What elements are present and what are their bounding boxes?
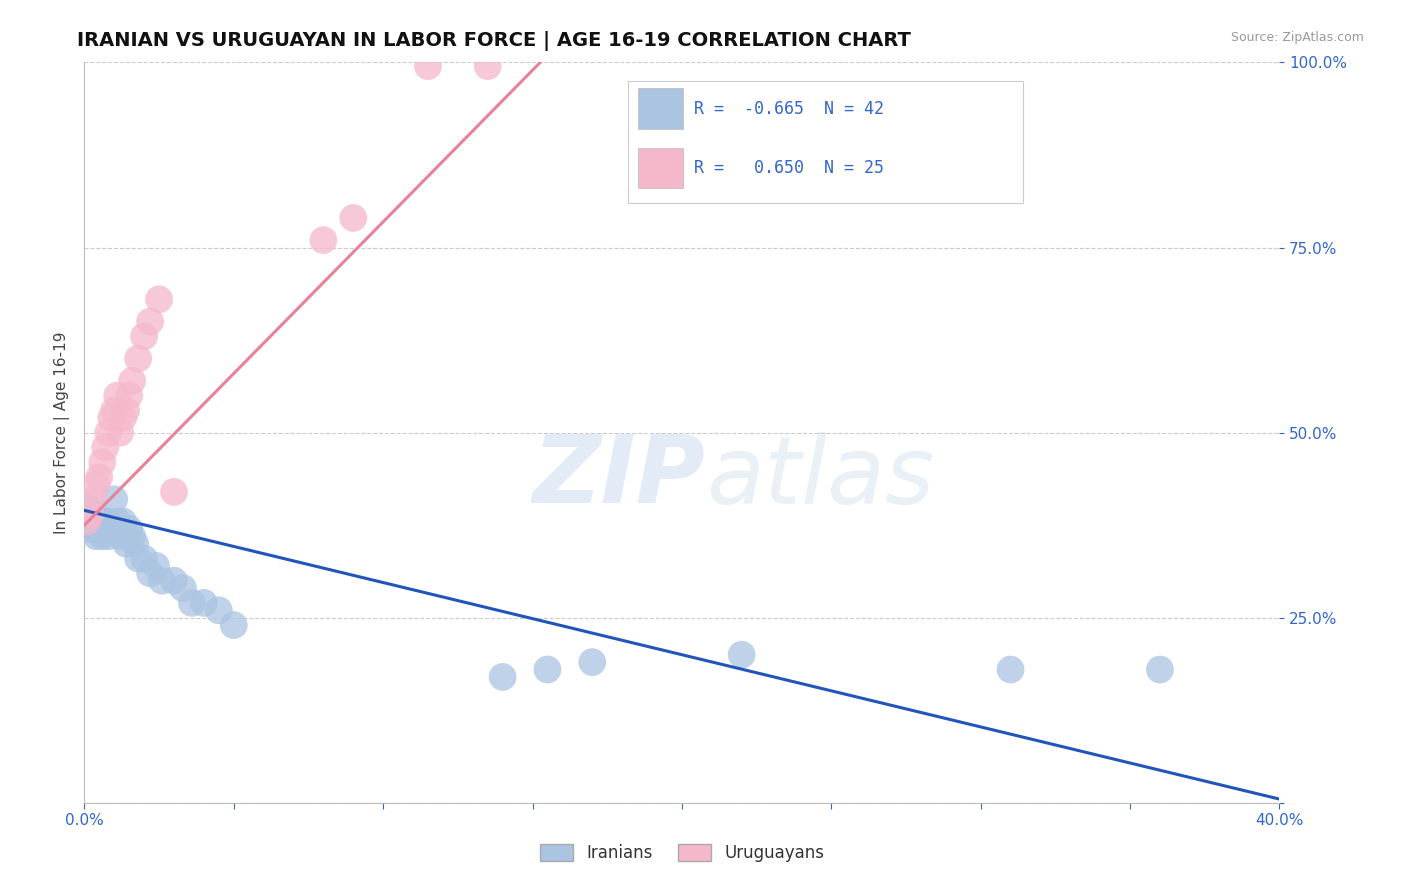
Point (79, 507, 101, 521)
Point (103, 403, 125, 417)
Point (222, 618, 245, 632)
Point (132, 551, 156, 566)
Point (139, 314, 162, 328)
Point (76, 500, 98, 514)
Point (118, 522, 141, 536)
Point (139, 566, 162, 581)
Text: ZIP: ZIP (533, 431, 706, 523)
Point (86, 477, 108, 491)
Point (148, 293, 170, 307)
Point (112, 410, 135, 425)
Point (105, 515, 128, 529)
Text: Source: ZipAtlas.com: Source: ZipAtlas.com (1230, 31, 1364, 45)
Point (121, 529, 143, 543)
Point (103, 522, 125, 536)
Point (94, 522, 117, 536)
Bar (638, 88, 683, 129)
Point (536, 663, 558, 677)
Point (76, 515, 98, 529)
Point (124, 536, 146, 550)
Point (163, 574, 186, 588)
Point (89, 470, 111, 484)
Point (172, 581, 194, 595)
Point (132, 329, 156, 343)
Point (208, 603, 231, 617)
Point (94, 515, 117, 529)
Point (731, 648, 754, 662)
Point (105, 388, 128, 402)
Point (89, 515, 111, 529)
Point (193, 596, 215, 610)
Point (110, 529, 132, 543)
Point (82, 507, 104, 521)
Point (94, 441, 117, 455)
Point (342, 211, 364, 225)
Point (82, 492, 104, 507)
Point (312, 233, 335, 247)
Point (86, 529, 108, 543)
Point (103, 492, 125, 507)
Legend: Iranians, Uruguayans: Iranians, Uruguayans (533, 837, 831, 869)
Point (115, 403, 138, 417)
Point (91, 529, 114, 543)
Point (97, 425, 120, 440)
Point (416, 59, 439, 73)
Point (181, 596, 204, 610)
Point (79, 522, 101, 536)
Point (121, 374, 143, 388)
Point (110, 425, 132, 440)
Point (115, 536, 138, 550)
Point (150, 574, 173, 588)
Point (492, 670, 515, 684)
Point (89, 522, 111, 536)
Point (79, 515, 101, 529)
Text: R =  -0.665  N = 42: R = -0.665 N = 42 (695, 100, 884, 118)
Text: R =   0.650  N = 25: R = 0.650 N = 25 (695, 160, 884, 178)
Point (112, 515, 135, 529)
Bar (638, 147, 683, 188)
Point (127, 551, 149, 566)
Point (100, 410, 122, 425)
Point (100, 522, 122, 536)
Point (91, 455, 114, 469)
Point (145, 558, 167, 573)
Point (82, 515, 104, 529)
Point (581, 655, 603, 669)
Text: atlas: atlas (706, 432, 934, 523)
Point (1149, 663, 1171, 677)
Text: IRANIAN VS URUGUAYAN IN LABOR FORCE | AGE 16-19 CORRELATION CHART: IRANIAN VS URUGUAYAN IN LABOR FORCE | AG… (77, 31, 911, 51)
Point (97, 515, 120, 529)
FancyBboxPatch shape (628, 81, 1022, 203)
Point (127, 351, 149, 366)
Point (1000, 663, 1022, 677)
Point (86, 522, 108, 536)
Y-axis label: In Labor Force | Age 16-19: In Labor Force | Age 16-19 (55, 331, 70, 534)
Point (91, 515, 114, 529)
Point (97, 529, 120, 543)
Point (477, 59, 499, 73)
Point (163, 484, 186, 499)
Point (118, 388, 141, 402)
